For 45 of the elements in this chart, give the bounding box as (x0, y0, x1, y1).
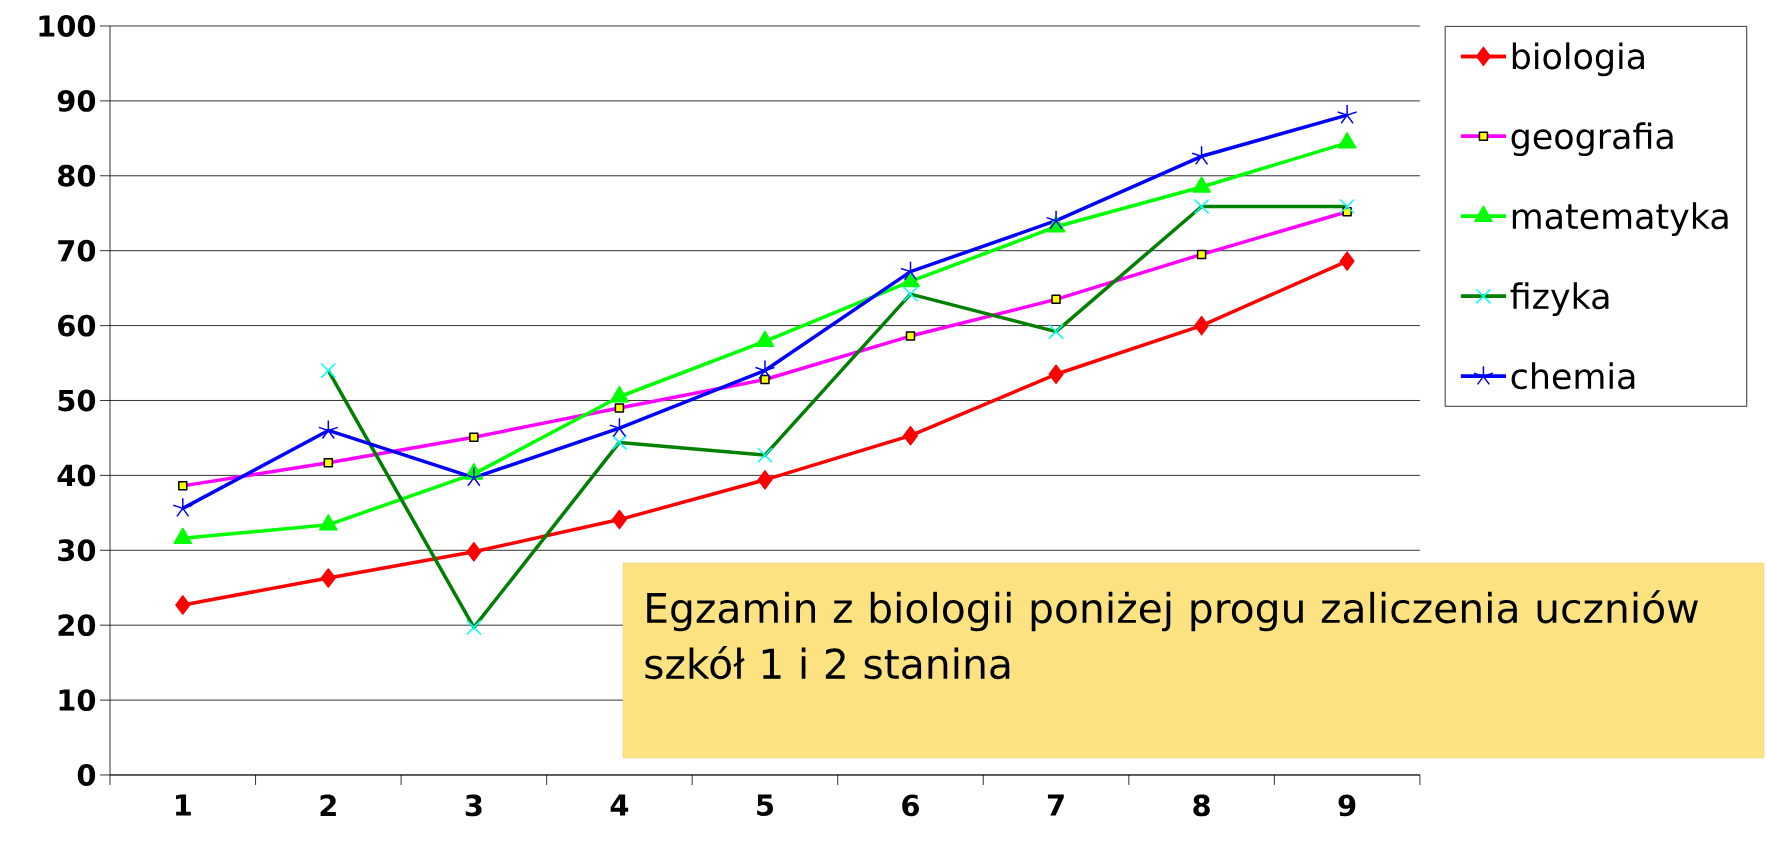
point (318, 419, 339, 440)
legend-label: matematyka (1512, 202, 1728, 237)
legend-label: chemia (1511, 362, 1635, 390)
x-tick-label: 8 (1193, 794, 1210, 817)
x-tick-label: 4 (610, 794, 629, 816)
point (1045, 209, 1067, 230)
point (1194, 315, 1210, 336)
y-tick-label: 80 (58, 164, 96, 187)
point (757, 470, 773, 490)
y-tick-label: 30 (58, 539, 96, 562)
y-tick-label: 70 (58, 239, 96, 262)
x-tick-label: 2 (320, 794, 336, 816)
y-tick-label: 20 (58, 614, 96, 637)
point (1192, 176, 1211, 193)
y-tick-label: 0 (77, 764, 96, 786)
point (466, 542, 482, 562)
point (320, 568, 336, 588)
point (754, 359, 776, 380)
point (172, 497, 194, 518)
x-tick-label: 9 (1338, 794, 1356, 817)
y-tick-label: 40 (57, 464, 96, 487)
legend-label: geografia (1511, 122, 1673, 157)
point (1339, 251, 1355, 271)
y-tick-label: 90 (57, 89, 96, 112)
point (463, 466, 485, 487)
annotation: Egzamin z biologii poniżej progu zaliczenia uczniów szkół 1 i 2 stanina (645, 590, 1698, 680)
y-tick-label: 50 (58, 389, 96, 412)
x-tick-label: 7 (1047, 794, 1064, 816)
point (903, 425, 918, 446)
point (1048, 364, 1064, 385)
x-tick-label: 3 (465, 794, 482, 817)
y-tick-label: 10 (59, 689, 96, 712)
point (175, 595, 191, 615)
x-tick-label: 5 (757, 794, 773, 816)
x-tick-label: 1 (176, 794, 191, 816)
point (609, 417, 630, 438)
point (1337, 132, 1357, 149)
y-tick-label: 60 (58, 314, 96, 337)
point (611, 509, 627, 530)
point (1336, 104, 1358, 124)
y-tick-label: 100 (39, 15, 96, 37)
point (755, 330, 775, 348)
legend-label: fizyka (1510, 282, 1609, 317)
legend-label: biologia (1512, 42, 1644, 77)
x-tick-label: 6 (902, 794, 919, 817)
